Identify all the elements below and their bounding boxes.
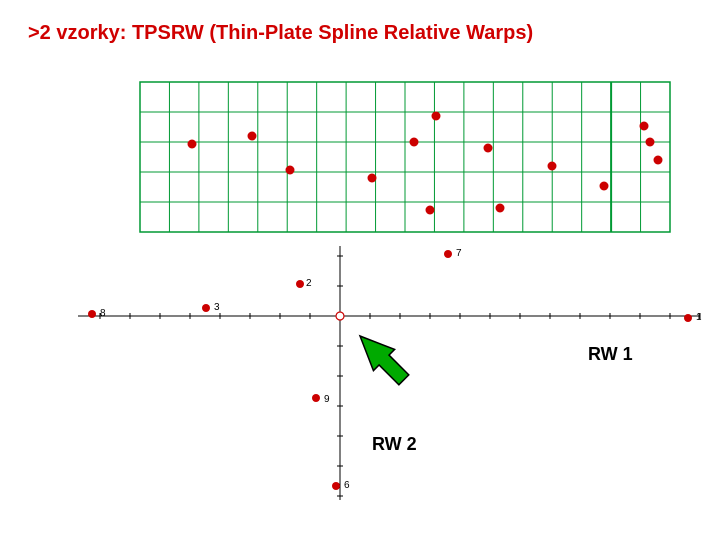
rw1-label: RW 1 — [588, 344, 633, 365]
point-label: 8 — [100, 308, 106, 319]
point-label: 1 — [696, 312, 702, 323]
green-arrow — [349, 325, 414, 390]
point-label: 3 — [214, 302, 220, 313]
rw2-label: RW 2 — [372, 434, 417, 455]
diagram-canvas — [0, 0, 720, 540]
point-label: 2 — [306, 278, 312, 289]
point-label: 7 — [456, 248, 462, 259]
point-label: 6 — [344, 480, 350, 491]
point-label: 9 — [324, 394, 330, 405]
